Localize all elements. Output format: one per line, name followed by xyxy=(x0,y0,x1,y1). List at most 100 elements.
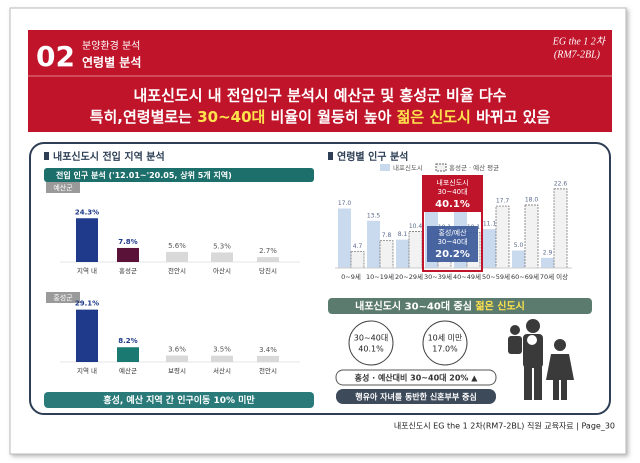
bar xyxy=(367,220,380,268)
category-label: 10~19세 xyxy=(366,272,394,281)
bar xyxy=(524,204,539,269)
category-label: 60~69세 xyxy=(511,272,539,281)
highlight-text: 홍성/예산 xyxy=(438,228,467,237)
category-label: 40~49세 xyxy=(453,272,481,281)
banner-bar xyxy=(328,298,592,314)
pill-dark xyxy=(336,389,496,404)
value-label: 7.8% xyxy=(118,238,137,246)
bar xyxy=(483,229,496,268)
bar xyxy=(512,250,525,268)
category-label: 70세 이상 xyxy=(540,272,568,281)
value-label: 5.0 xyxy=(514,242,524,249)
bar xyxy=(350,251,365,269)
pill-dark-text: 행유아 자녀를 동반한 신혼부부 중심 xyxy=(355,392,477,402)
text-segment: 30~40대 xyxy=(197,108,265,126)
bar xyxy=(541,257,554,268)
text-segment: 젊은 신도시 xyxy=(397,108,471,126)
bar xyxy=(408,231,423,269)
page-footer: 내포신도시 EG the 1 2차(RM7-2BL) 직원 교육자료 | Pag… xyxy=(394,421,615,431)
legend-swatch xyxy=(435,163,447,172)
highlight-value: 40.1% xyxy=(435,199,470,210)
value-label: 17.0 xyxy=(338,200,352,207)
circle-badge xyxy=(422,320,468,366)
category-label: 천안시 xyxy=(259,366,277,375)
value-label: 5.3% xyxy=(213,242,231,250)
bar xyxy=(338,208,351,268)
bar xyxy=(379,240,394,269)
chart-tag xyxy=(46,292,80,303)
value-label: 29.1% xyxy=(75,300,99,308)
pill xyxy=(335,369,497,386)
legend-swatch xyxy=(380,164,390,171)
right-heading: 연령별 인구 분석 xyxy=(337,150,408,163)
left-footer-bar xyxy=(44,392,314,408)
category-label: 천안시 xyxy=(168,266,186,275)
bar xyxy=(257,355,279,362)
value-label: 2.7% xyxy=(259,247,277,255)
legend-label: 내포신도시 xyxy=(393,163,423,172)
category-label: 0~9세 xyxy=(341,272,361,281)
left-subheading: 전입 인구 분석 ('12.01~'20.05, 상위 5개 지역) xyxy=(56,170,232,180)
section-title: 연령별 분석 xyxy=(82,55,141,70)
circle-text: 40.1% xyxy=(358,345,384,354)
bar xyxy=(117,247,139,262)
circle-text: 10세 미만 xyxy=(428,334,463,343)
bar xyxy=(495,205,510,269)
value-label: 7.8 xyxy=(382,232,392,239)
value-label: 11.1 xyxy=(483,221,497,228)
left-heading: 내포신도시 전입 지역 분석 xyxy=(53,150,165,163)
bar xyxy=(76,218,98,262)
value-label: 3.6% xyxy=(168,346,186,354)
project: EG the 1 2차 xyxy=(552,35,607,47)
value-label: 3.5% xyxy=(213,346,231,354)
category-label: 보령시 xyxy=(168,367,186,375)
category-label: 당진시 xyxy=(259,266,277,275)
section-name: 분양환경 분석 xyxy=(82,39,140,52)
value-label: 5.6% xyxy=(168,242,186,250)
headline-line2: 특히,연령별로는 30~40대 비율이 월등히 높아 젊은 신도시 바뀌고 있음 xyxy=(90,108,551,126)
value-label: 4.7 xyxy=(353,243,363,250)
bullet xyxy=(44,152,49,160)
value-label: 24.3% xyxy=(75,208,99,216)
text-segment: 내포신도시 30~40대 중심 xyxy=(355,300,475,313)
value-label: 2.9 xyxy=(543,249,553,256)
value-label: 22.6 xyxy=(554,180,568,187)
left-footer: 홍성, 예산 지역 간 인구이동 10% 미만 xyxy=(103,394,255,406)
bar xyxy=(396,239,409,268)
chart-tag-label: 예산군 xyxy=(53,183,73,192)
left-subheading-bar xyxy=(44,168,314,182)
circle-badge xyxy=(348,320,394,366)
chart-tag-label: 홍성군 xyxy=(53,293,73,302)
category-label: 아산시 xyxy=(213,266,231,275)
highlight-text: 30~40대 xyxy=(437,238,467,246)
text-segment: 비율이 월등히 높아 xyxy=(265,108,396,126)
chart-tag xyxy=(46,182,80,193)
bar xyxy=(166,355,188,362)
legend-label: 홍성군 · 예산 평균 xyxy=(449,163,499,172)
header-band xyxy=(28,30,612,132)
bar xyxy=(553,188,568,269)
value-label: 8.2% xyxy=(118,337,137,345)
bar xyxy=(117,347,139,362)
text-segment: 바뀌고 있음 xyxy=(471,108,551,126)
category-label: 50~59세 xyxy=(482,272,510,281)
category-label: 30~39세 xyxy=(424,272,452,281)
text-segment: 젊은 신도시 xyxy=(475,300,524,313)
category-label: 예산군 xyxy=(119,366,137,375)
project-code: (RM7-2BL) xyxy=(554,49,601,60)
bar xyxy=(211,355,233,362)
highlight-text: 30~40대 xyxy=(437,188,467,196)
circle-text: 17.0% xyxy=(432,345,458,354)
highlight-top xyxy=(423,176,482,212)
bar xyxy=(257,257,279,262)
category-label: 지역 내 xyxy=(77,266,97,275)
bar xyxy=(211,252,233,262)
highlight-text: 내포신도시 xyxy=(436,178,468,187)
bar xyxy=(166,251,188,262)
category-label: 홍성군 xyxy=(119,266,137,275)
pill-text: 홍성 · 예산대비 30~40대 20% ▲ xyxy=(355,373,479,383)
value-label: 3.4% xyxy=(259,346,277,354)
value-label: 17.7 xyxy=(496,198,510,205)
value-label: 18.0 xyxy=(525,197,539,204)
